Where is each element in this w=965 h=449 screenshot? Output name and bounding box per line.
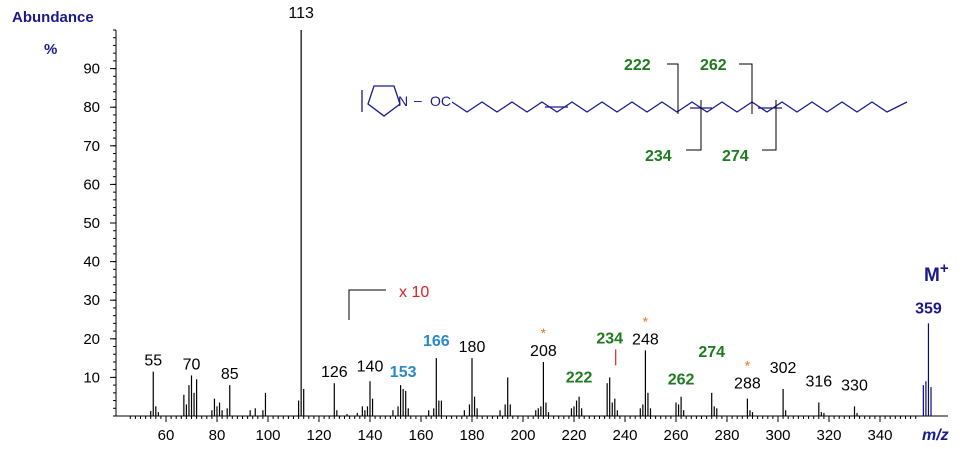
x-tick-label: 160: [408, 427, 433, 444]
peak-label-359: 359: [915, 300, 942, 317]
peak-label-140: 140: [357, 358, 384, 375]
peak-label-274: 274: [698, 344, 725, 361]
magnification-note: x 10: [399, 284, 429, 301]
peak-label-234: 234: [596, 330, 623, 347]
nitrogen-label: N: [398, 93, 408, 109]
x-tick-label: 80: [209, 427, 226, 444]
fragment-274: 274: [722, 148, 749, 165]
x-tick-label: 120: [306, 427, 331, 444]
molecular-ion-label: M+: [924, 260, 949, 286]
peak-label-55: 55: [144, 353, 162, 370]
fragment-234: 234: [645, 148, 672, 165]
peak-bars: [150, 30, 932, 416]
x-axis-title: m/z: [922, 427, 949, 444]
molecular-ion-charge: +: [940, 260, 949, 277]
y-ticks: 10 20 30 40 50 60 70 80 90: [83, 29, 116, 417]
y-tick-label: 60: [83, 176, 100, 193]
x-tick-label: 140: [357, 427, 382, 444]
x-tick-label: 60: [158, 427, 175, 444]
bracket-222: [667, 63, 679, 114]
molecular-ion-m: M: [924, 265, 940, 286]
y-axis-unit: %: [44, 41, 57, 58]
x-tick-label: 200: [510, 427, 535, 444]
peak-label-70: 70: [183, 356, 201, 373]
peak-label-288: 288: [734, 376, 761, 393]
star-mark: *: [643, 313, 649, 329]
x-tick-label: 320: [816, 427, 841, 444]
x-tick-label: 220: [561, 427, 586, 444]
peak-label-180: 180: [459, 339, 486, 356]
peak-label-316: 316: [805, 373, 832, 390]
y-tick-label: 30: [83, 292, 100, 309]
y-tick-label: 80: [83, 99, 100, 116]
fragment-222: 222: [624, 57, 651, 74]
y-tick-label: 10: [83, 369, 100, 386]
peak-label-85: 85: [221, 366, 239, 383]
x-ticks: 60 80 100 120 140 160 180 200 220 240 260 280 300 320…: [129, 416, 917, 444]
x-tick-label: 280: [714, 427, 739, 444]
y-tick-label: 50: [83, 215, 100, 232]
y-tick-label: 20: [83, 331, 100, 348]
bracket-234: [686, 100, 702, 151]
peak-label-330: 330: [841, 377, 868, 394]
y-tick-label: 70: [83, 138, 100, 155]
peak-labels: 55 70 85 113 126 140 153 166 180 208 * 222 234 248 * 26…: [144, 5, 942, 394]
peak-label-248: 248: [632, 331, 659, 348]
peak-label-262: 262: [668, 372, 695, 389]
fragment-262: 262: [700, 57, 727, 74]
y-axis-title: Abundance: [12, 9, 94, 26]
pyrrolidine-ring: [367, 85, 401, 117]
star-mark: *: [541, 325, 547, 341]
carbonyl-label: OC: [430, 93, 451, 109]
x-tick-label: 180: [459, 427, 484, 444]
x-tick-label: 340: [867, 427, 892, 444]
peak-label-126: 126: [321, 364, 348, 381]
peak-label-302: 302: [770, 360, 797, 377]
peak-label-166: 166: [423, 333, 450, 350]
x-tick-label: 100: [255, 427, 280, 444]
peak-label-113: 113: [288, 5, 314, 22]
y-tick-label: 40: [83, 254, 100, 271]
x-tick-label: 240: [612, 427, 637, 444]
y-tick-label: 90: [83, 61, 100, 78]
bond-dash: –: [414, 92, 422, 108]
x-tick-label: 260: [663, 427, 688, 444]
bracket-262: [739, 63, 753, 114]
star-mark: *: [745, 358, 751, 374]
x-tick-label: 300: [765, 427, 790, 444]
chemical-structure: N – OC 222 262 234 274: [361, 57, 908, 165]
peak-label-222: 222: [566, 370, 593, 387]
alkyl-chain: [451, 101, 908, 113]
peak-label-153: 153: [390, 364, 417, 381]
bracket-274: [762, 100, 777, 151]
magnification-bracket: [348, 289, 386, 320]
peak-label-208: 208: [530, 343, 557, 360]
